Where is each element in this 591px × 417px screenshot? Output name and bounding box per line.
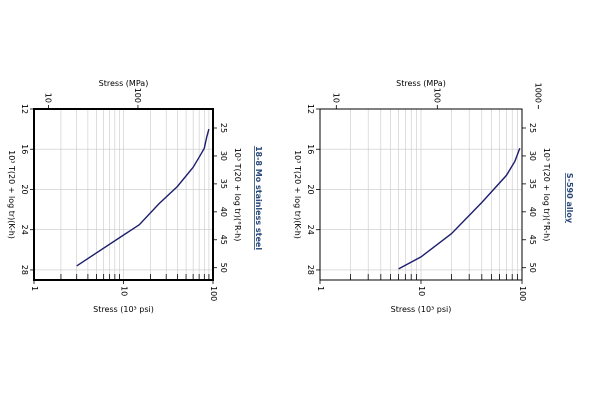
y2-tick-label: 35 [219, 179, 228, 189]
y-tick-label: 24 [306, 225, 315, 235]
y2-tick-label: 30 [528, 151, 537, 161]
x-tick-label: 10 [417, 286, 426, 296]
x2-tick-label: 100 [432, 88, 441, 103]
y-tick-label: 20 [306, 184, 315, 194]
chart-title: 18-8 Mo stainless steel [254, 146, 263, 250]
x-tick-label: 100 [518, 286, 527, 301]
y2-tick-label: 25 [528, 123, 537, 133]
x2-tick-label: 1000 [533, 83, 542, 103]
y-tick-label: 12 [306, 104, 315, 114]
y-axis-label: 10³ T(20 + log tr)(K-h) [7, 150, 16, 239]
y-tick-label: 24 [20, 225, 29, 235]
y-axis-label: 10³ T(20 + log tr)(K-h) [293, 150, 302, 239]
y2-tick-label: 45 [528, 235, 537, 245]
x-axis-label: Stress (10³ psi) [93, 305, 154, 314]
x2-axis-label: Stress (MPa) [99, 79, 149, 88]
y-tick-label: 16 [306, 144, 315, 154]
x-tick-label: 100 [209, 286, 218, 301]
x-tick-label: 1 [316, 286, 325, 291]
x2-tick-label: 10 [43, 93, 52, 103]
y2-tick-label: 40 [219, 207, 228, 217]
y-tick-label: 28 [306, 265, 315, 275]
y2-axis-label: 10³ T(20 + log tr)(°R-h) [542, 148, 551, 242]
series-line-0 [76, 128, 210, 267]
y2-tick-label: 50 [219, 263, 228, 273]
y2-tick-label: 25 [219, 123, 228, 133]
x2-tick-label: 100 [133, 88, 142, 103]
x2-axis-label: Stress (MPa) [396, 79, 446, 88]
y-tick-label: 12 [20, 104, 29, 114]
y2-axis-label: 10³ T(20 + log tr)(°R-h) [233, 148, 242, 242]
y2-tick-label: 30 [219, 151, 228, 161]
x-axis-label: Stress (10³ psi) [391, 305, 452, 314]
series-line-0 [398, 147, 521, 270]
chart-title: S-590 alloy [565, 173, 574, 224]
y-tick-label: 20 [20, 184, 29, 194]
y-tick-label: 16 [20, 144, 29, 154]
x-tick-label: 10 [120, 286, 129, 296]
y2-tick-label: 50 [528, 263, 537, 273]
y2-tick-label: 45 [219, 235, 228, 245]
y-tick-label: 28 [20, 265, 29, 275]
y2-tick-label: 40 [528, 207, 537, 217]
x-tick-label: 1 [30, 286, 39, 291]
y2-tick-label: 35 [528, 179, 537, 189]
x2-tick-label: 10 [331, 93, 340, 103]
